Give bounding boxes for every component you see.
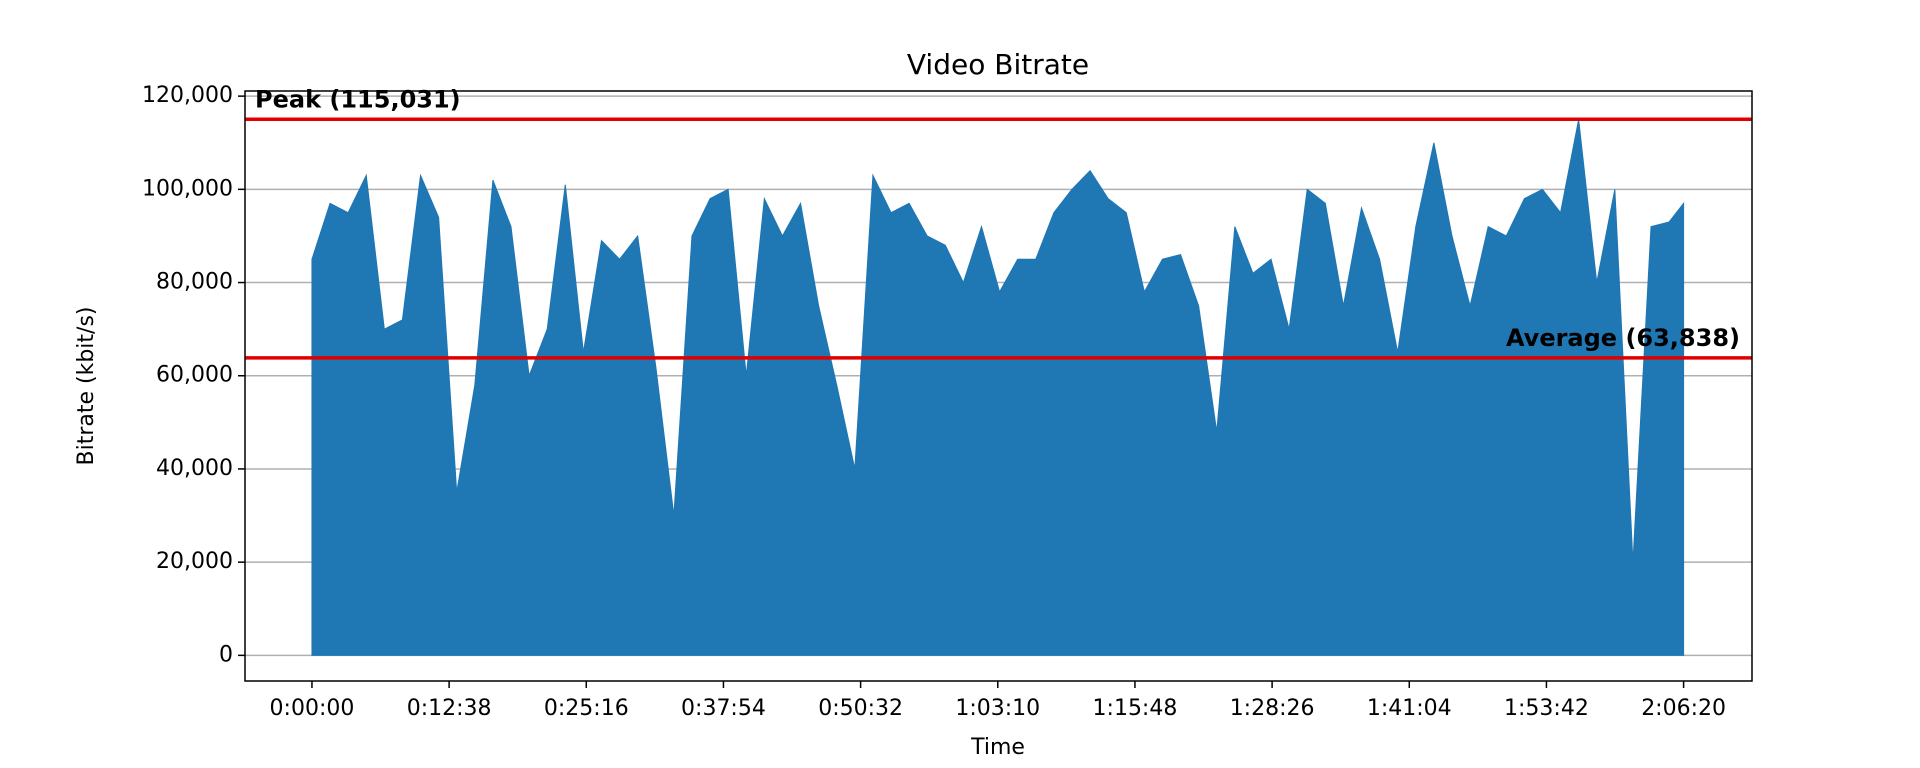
chart-title: Video Bitrate bbox=[907, 48, 1089, 81]
y-tick-label: 120,000 bbox=[142, 83, 233, 108]
y-tick-label: 20,000 bbox=[156, 549, 233, 574]
x-axis-label: Time bbox=[970, 735, 1025, 760]
x-tick-label: 0:00:00 bbox=[270, 696, 355, 721]
y-tick-label: 40,000 bbox=[156, 456, 233, 481]
x-tick-label: 1:41:04 bbox=[1367, 696, 1452, 721]
y-tick-label: 80,000 bbox=[156, 270, 233, 295]
x-tick-label: 1:15:48 bbox=[1093, 696, 1178, 721]
reference-label: Peak (115,031) bbox=[255, 85, 461, 113]
reference-label: Average (63,838) bbox=[1506, 324, 1740, 352]
y-tick-label: 60,000 bbox=[156, 363, 233, 388]
x-tick-label: 1:28:26 bbox=[1230, 696, 1315, 721]
plot-frame bbox=[244, 90, 1753, 682]
x-tick-label: 0:12:38 bbox=[407, 696, 492, 721]
y-tick-label: 100,000 bbox=[142, 176, 233, 201]
x-tick-label: 2:06:20 bbox=[1641, 696, 1726, 721]
y-axis-label: Bitrate (kbit/s) bbox=[74, 307, 99, 466]
x-tick-label: 1:53:42 bbox=[1504, 696, 1589, 721]
x-tick-label: 1:03:10 bbox=[955, 696, 1040, 721]
x-tick-label: 0:50:32 bbox=[818, 696, 903, 721]
area bbox=[311, 119, 1685, 656]
y-tick-label: 0 bbox=[219, 642, 233, 667]
x-tick-label: 0:37:54 bbox=[681, 696, 766, 721]
x-tick-label: 0:25:16 bbox=[544, 696, 629, 721]
